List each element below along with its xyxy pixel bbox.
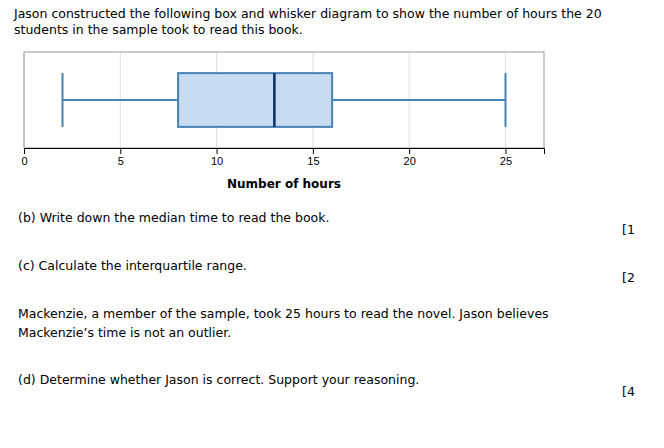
annotation: Mackenzie, a member of the sample, took … xyxy=(18,306,549,340)
whisker-low xyxy=(63,99,179,101)
x-tick-label: 25 xyxy=(500,155,512,167)
x-tick-mark xyxy=(313,148,314,154)
annotation: (d) Determine whether Jason is correct. … xyxy=(18,372,419,387)
x-tick-mark xyxy=(120,148,121,154)
grid xyxy=(24,52,505,148)
x-tick-mark xyxy=(505,148,506,154)
title-line: students in the sample took to read this… xyxy=(14,22,303,37)
whisker-cap-low xyxy=(62,73,64,127)
whisker-high xyxy=(332,99,505,101)
title-line: Jason constructed the following box and … xyxy=(13,6,602,21)
annotation-marks: [2 xyxy=(622,270,635,285)
x-tick-mark xyxy=(217,148,218,154)
x-axis-label: Number of hours xyxy=(227,177,341,191)
x-axis-line xyxy=(25,149,545,155)
annotation-line: (b) Write down the median time to read t… xyxy=(18,210,329,225)
annotation: (c) Calculate the interquartile range. xyxy=(18,258,247,273)
x-tick-label: 5 xyxy=(118,155,124,167)
annotation-line: Mackenzie, a member of the sample, took … xyxy=(18,306,549,321)
x-tick-mark xyxy=(409,148,410,154)
x-tick-label: 0 xyxy=(21,155,27,167)
x-tick-label: 10 xyxy=(211,155,223,167)
chart-svg: Jason constructed the following box and … xyxy=(0,0,664,448)
annotation-line: Mackenzie’s time is not an outlier. xyxy=(18,325,231,340)
x-tick: 10 xyxy=(211,148,223,167)
x-tick-mark xyxy=(24,148,25,154)
grid-line xyxy=(505,52,506,148)
annotation-marks: [1 xyxy=(622,222,635,237)
x-tick: 20 xyxy=(404,148,416,167)
x-tick-label: 20 xyxy=(404,155,416,167)
whisker-cap-high xyxy=(504,73,506,127)
plot-frame xyxy=(24,52,544,148)
x-tick: 5 xyxy=(118,148,124,167)
annotations: (b) Write down the median time to read t… xyxy=(18,210,635,399)
annotation-line: (d) Determine whether Jason is correct. … xyxy=(18,372,419,387)
x-tick: 25 xyxy=(500,148,512,167)
title: Jason constructed the following box and … xyxy=(13,6,602,37)
marks xyxy=(63,73,506,127)
x-tick: 0 xyxy=(21,148,27,167)
annotation-marks: [4 xyxy=(622,384,635,399)
median-line xyxy=(273,73,276,127)
x-tick-label: 15 xyxy=(307,155,319,167)
iqr-box xyxy=(178,73,332,127)
annotation: (b) Write down the median time to read t… xyxy=(18,210,329,225)
annotation-line: (c) Calculate the interquartile range. xyxy=(18,258,247,273)
x-tick: 15 xyxy=(307,148,319,167)
x-axis: 0 5 10 15 20 25 xyxy=(21,148,544,167)
